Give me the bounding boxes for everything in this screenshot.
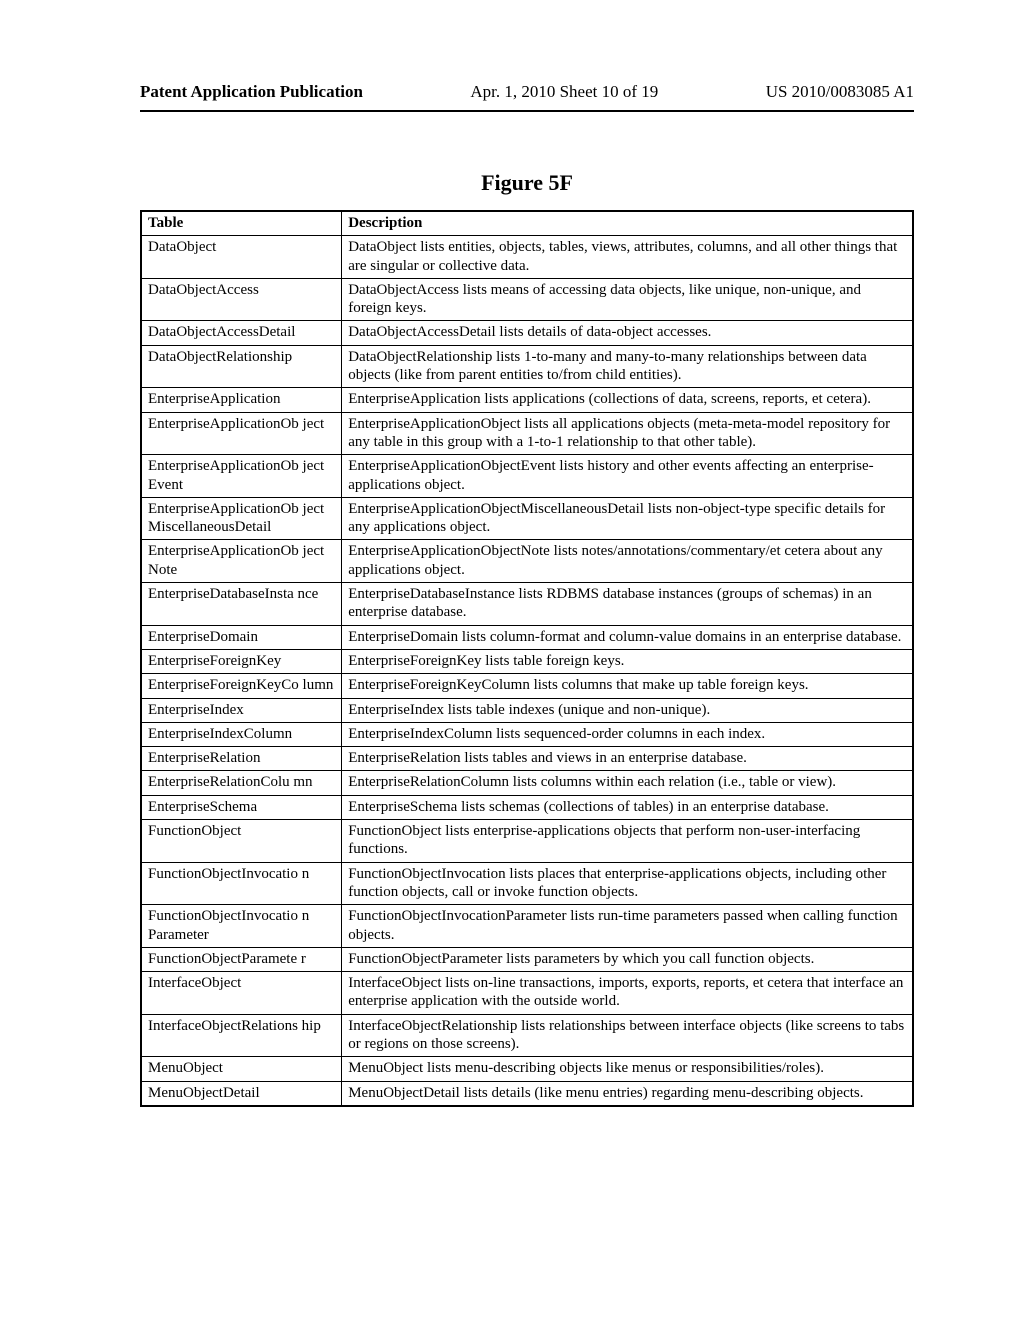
table-cell-name: EnterpriseRelationColu mn	[141, 771, 342, 795]
table-row: FunctionObjectInvocatio n ParameterFunct…	[141, 905, 913, 948]
table-cell-name: FunctionObjectInvocatio n	[141, 862, 342, 905]
table-row: InterfaceObjectRelations hipInterfaceObj…	[141, 1014, 913, 1057]
table-cell-name: EnterpriseApplicationOb ject Miscellaneo…	[141, 497, 342, 540]
table-cell-description: EnterpriseSchema lists schemas (collecti…	[342, 795, 913, 819]
table-cell-description: EnterpriseRelationColumn lists columns w…	[342, 771, 913, 795]
table-row: FunctionObjectParamete rFunctionObjectPa…	[141, 947, 913, 971]
table-cell-name: MenuObject	[141, 1057, 342, 1081]
table-row: EnterpriseRelationColu mnEnterpriseRelat…	[141, 771, 913, 795]
table-cell-name: EnterpriseForeignKey	[141, 649, 342, 673]
table-cell-name: EnterpriseApplicationOb ject	[141, 412, 342, 455]
page: Patent Application Publication Apr. 1, 2…	[0, 0, 1024, 1167]
table-cell-description: MenuObjectDetail lists details (like men…	[342, 1081, 913, 1106]
table-cell-name: DataObjectAccess	[141, 278, 342, 321]
table-cell-name: DataObject	[141, 236, 342, 279]
table-row: EnterpriseIndexEnterpriseIndex lists tab…	[141, 698, 913, 722]
table-row: DataObjectAccessDataObjectAccess lists m…	[141, 278, 913, 321]
table-row: EnterpriseApplicationOb ject Miscellaneo…	[141, 497, 913, 540]
table-row: EnterpriseRelationEnterpriseRelation lis…	[141, 747, 913, 771]
table-row: FunctionObjectInvocatio nFunctionObjectI…	[141, 862, 913, 905]
figure-title: Figure 5F	[140, 170, 914, 196]
table-cell-description: EnterpriseDatabaseInstance lists RDBMS d…	[342, 583, 913, 626]
table-cell-name: FunctionObjectInvocatio n Parameter	[141, 905, 342, 948]
table-cell-description: DataObjectAccessDetail lists details of …	[342, 321, 913, 345]
table-row: EnterpriseApplicationEnterpriseApplicati…	[141, 388, 913, 412]
table-cell-description: InterfaceObjectRelationship lists relati…	[342, 1014, 913, 1057]
table-cell-description: DataObject lists entities, objects, tabl…	[342, 236, 913, 279]
table-cell-description: EnterpriseApplicationObject lists all ap…	[342, 412, 913, 455]
table-cell-description: EnterpriseApplicationObjectMiscellaneous…	[342, 497, 913, 540]
table-cell-name: InterfaceObjectRelations hip	[141, 1014, 342, 1057]
table-row: MenuObjectDetailMenuObjectDetail lists d…	[141, 1081, 913, 1106]
table-cell-name: DataObjectAccessDetail	[141, 321, 342, 345]
definition-table: Table Description DataObjectDataObject l…	[140, 210, 914, 1107]
header-publication: Patent Application Publication	[140, 82, 363, 102]
table-cell-description: EnterpriseIndexColumn lists sequenced-or…	[342, 722, 913, 746]
table-cell-name: EnterpriseApplicationOb ject Event	[141, 455, 342, 498]
table-cell-name: EnterpriseIndexColumn	[141, 722, 342, 746]
table-cell-name: EnterpriseApplicationOb ject Note	[141, 540, 342, 583]
table-row: DataObjectAccessDetailDataObjectAccessDe…	[141, 321, 913, 345]
table-cell-name: FunctionObjectParamete r	[141, 947, 342, 971]
table-cell-description: EnterpriseDomain lists column-format and…	[342, 625, 913, 649]
table-row: DataObjectDataObject lists entities, obj…	[141, 236, 913, 279]
table-cell-description: EnterpriseForeignKey lists table foreign…	[342, 649, 913, 673]
table-cell-description: EnterpriseApplicationObjectEvent lists h…	[342, 455, 913, 498]
table-cell-name: EnterpriseDomain	[141, 625, 342, 649]
table-cell-description: EnterpriseApplicationObjectNote lists no…	[342, 540, 913, 583]
table-cell-name: EnterpriseRelation	[141, 747, 342, 771]
table-cell-name: EnterpriseDatabaseInsta nce	[141, 583, 342, 626]
table-row: FunctionObjectFunctionObject lists enter…	[141, 820, 913, 863]
header-publication-number: US 2010/0083085 A1	[766, 82, 914, 102]
table-cell-description: EnterpriseForeignKeyColumn lists columns…	[342, 674, 913, 698]
header-date-sheet: Apr. 1, 2010 Sheet 10 of 19	[470, 82, 658, 102]
column-header-table: Table	[141, 211, 342, 236]
table-header-row: Table Description	[141, 211, 913, 236]
table-row: EnterpriseSchemaEnterpriseSchema lists s…	[141, 795, 913, 819]
table-cell-description: DataObjectRelationship lists 1-to-many a…	[342, 345, 913, 388]
table-cell-name: EnterpriseApplication	[141, 388, 342, 412]
table-cell-name: DataObjectRelationship	[141, 345, 342, 388]
table-cell-description: EnterpriseIndex lists table indexes (uni…	[342, 698, 913, 722]
table-cell-description: FunctionObjectInvocationParameter lists …	[342, 905, 913, 948]
table-row: EnterpriseIndexColumnEnterpriseIndexColu…	[141, 722, 913, 746]
table-cell-description: MenuObject lists menu-describing objects…	[342, 1057, 913, 1081]
table-row: DataObjectRelationshipDataObjectRelation…	[141, 345, 913, 388]
table-row: EnterpriseDatabaseInsta nceEnterpriseDat…	[141, 583, 913, 626]
table-cell-description: FunctionObjectInvocation lists places th…	[342, 862, 913, 905]
table-row: EnterpriseForeignKeyEnterpriseForeignKey…	[141, 649, 913, 673]
table-row: EnterpriseApplicationOb ject NoteEnterpr…	[141, 540, 913, 583]
table-cell-name: EnterpriseSchema	[141, 795, 342, 819]
table-row: InterfaceObjectInterfaceObject lists on-…	[141, 972, 913, 1015]
table-row: EnterpriseApplicationOb jectEnterpriseAp…	[141, 412, 913, 455]
table-cell-name: EnterpriseForeignKeyCo lumn	[141, 674, 342, 698]
table-cell-description: EnterpriseRelation lists tables and view…	[342, 747, 913, 771]
table-row: MenuObjectMenuObject lists menu-describi…	[141, 1057, 913, 1081]
table-cell-description: EnterpriseApplication lists applications…	[342, 388, 913, 412]
page-header: Patent Application Publication Apr. 1, 2…	[140, 82, 914, 112]
table-row: EnterpriseDomainEnterpriseDomain lists c…	[141, 625, 913, 649]
column-header-description: Description	[342, 211, 913, 236]
table-row: EnterpriseForeignKeyCo lumnEnterpriseFor…	[141, 674, 913, 698]
table-row: EnterpriseApplicationOb ject EventEnterp…	[141, 455, 913, 498]
table-cell-description: FunctionObjectParameter lists parameters…	[342, 947, 913, 971]
table-cell-description: InterfaceObject lists on-line transactio…	[342, 972, 913, 1015]
table-cell-description: FunctionObject lists enterprise-applicat…	[342, 820, 913, 863]
table-cell-name: InterfaceObject	[141, 972, 342, 1015]
table-cell-description: DataObjectAccess lists means of accessin…	[342, 278, 913, 321]
table-cell-name: EnterpriseIndex	[141, 698, 342, 722]
table-cell-name: FunctionObject	[141, 820, 342, 863]
table-cell-name: MenuObjectDetail	[141, 1081, 342, 1106]
